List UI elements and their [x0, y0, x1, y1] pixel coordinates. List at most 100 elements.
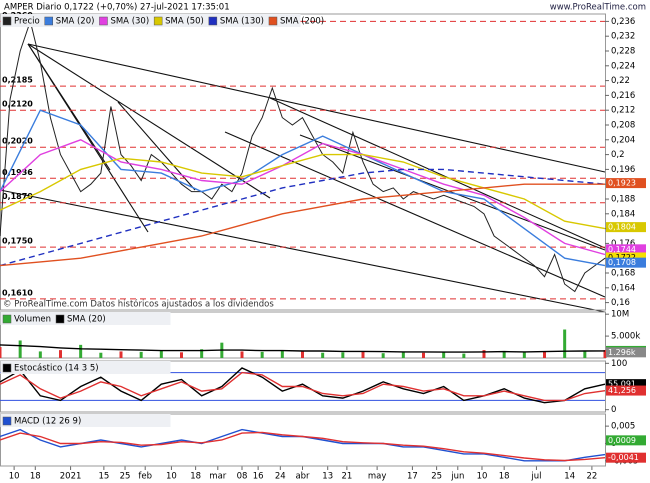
legend-bg: [0, 414, 171, 427]
value-badge-label: 41,256: [608, 386, 636, 395]
legend-label: Precio: [14, 17, 40, 27]
y-tick-label: 0,168: [611, 269, 635, 279]
value-badge-label: 1.296k: [608, 348, 636, 357]
x-tick-label: feb: [138, 472, 152, 482]
y-tick-label: 0,216: [611, 91, 635, 101]
x-tick-label: 17: [407, 472, 418, 482]
value-badge: [606, 257, 646, 268]
x-tick-label: jun: [450, 472, 464, 482]
volume-bar: [603, 350, 607, 358]
level-label: 0,2020: [2, 137, 33, 146]
trendlines: [0, 43, 606, 313]
panel-frame: [0, 360, 606, 413]
volume-bar: [361, 351, 365, 358]
series-line: [0, 168, 606, 267]
legend-swatch: [2, 314, 12, 324]
header-title: AMPER Diario 0,1722 (+0,70%) 27-jul-2021…: [4, 3, 230, 13]
legend-label: SMA (30): [110, 17, 149, 27]
volume-bar: [462, 353, 466, 358]
volume-bar: [240, 351, 244, 358]
legend-swatch: [99, 16, 108, 26]
volume-bar: [180, 352, 183, 358]
series-line: [0, 109, 606, 267]
value-badge-label: -0,0041: [608, 453, 639, 462]
volume-bar: [543, 351, 546, 358]
x-tick-label: 21: [341, 472, 352, 482]
legend-label: SMA (50): [165, 17, 204, 27]
volume-bar: [522, 351, 526, 358]
series-line: [0, 139, 606, 256]
x-tick-label: 15: [98, 472, 109, 482]
volume-bar: [321, 352, 325, 358]
volume-bar: [200, 349, 204, 358]
legend-swatch: [55, 314, 65, 324]
x-tick-label: 10: [9, 472, 20, 482]
x-tick-label: 10: [477, 472, 488, 482]
legend-bg: [0, 312, 171, 325]
series-line: [0, 367, 606, 404]
x-tick-label: 18: [30, 472, 41, 482]
x-tick-label: 13: [322, 472, 333, 482]
value-badge: [606, 435, 646, 446]
volume-bar: [502, 350, 506, 358]
volume-bar: [280, 350, 284, 358]
y-tick-label: 0,212: [611, 106, 635, 116]
volume-bar: [18, 340, 22, 358]
legend-label: SMA (20): [67, 315, 106, 325]
series-line: [0, 153, 606, 230]
volume-bar: [381, 353, 385, 358]
value-badge-label: 0,1744: [608, 245, 636, 254]
x-tick-label: 25: [431, 472, 442, 482]
x-tick-label: 22: [586, 472, 597, 482]
series-line: [0, 19, 606, 293]
legend-swatch: [2, 16, 12, 26]
y-tick-label: 0: [611, 405, 616, 415]
volume-bar: [79, 344, 83, 358]
legend-label: Volumen: [14, 315, 51, 325]
y-tick-label: 0,232: [611, 32, 635, 42]
legend-swatch: [2, 363, 12, 373]
y-tick-label: 0,22: [611, 76, 630, 86]
legend-label: SMA (20): [56, 17, 95, 27]
y-tick-label: 0,196: [611, 165, 635, 175]
value-badge-label: 0,1923: [608, 179, 636, 188]
value-badge-label: 0,0009: [608, 436, 636, 445]
level-label: 0,1870: [2, 192, 33, 201]
volume-bar: [563, 329, 567, 358]
y-tick-label: 0,2: [611, 150, 625, 160]
volume-bar: [99, 352, 103, 358]
volume-bar: [442, 351, 446, 358]
value-badge: [606, 252, 646, 263]
value-badge-label: 0,1804: [608, 223, 636, 232]
legend-label: SMA (130): [220, 17, 264, 27]
volume-bar: [583, 350, 587, 358]
value-badge-label: 55,091: [608, 380, 636, 389]
y-tick-label: 5.000k: [611, 332, 640, 342]
value-badge: [606, 178, 646, 189]
legend-swatch: [268, 16, 278, 26]
x-tick-label: 08: [237, 472, 248, 482]
value-badge-label: 0,1722: [608, 253, 636, 262]
volume-bar: [0, 347, 2, 358]
volume-bar: [159, 350, 163, 358]
value-badge: [606, 379, 646, 390]
level-label: 0,2120: [2, 100, 33, 109]
value-badge-label: 0,1708: [608, 258, 636, 267]
volume-bar: [341, 352, 345, 358]
header-site: www.ProRealTime.com: [550, 3, 646, 13]
legend-swatch: [2, 416, 12, 426]
y-tick-label: 0,005: [611, 422, 635, 432]
series-line: [0, 431, 606, 462]
y-tick-label: 0,224: [611, 61, 635, 71]
x-tick-label: 14: [564, 472, 575, 482]
volume-bar: [482, 350, 486, 358]
volume-bar: [119, 351, 123, 358]
volume-bar: [401, 352, 405, 358]
x-tick-label: 25: [120, 472, 131, 482]
y-tick-label: 0,236: [611, 17, 635, 27]
x-tick-label: jul: [530, 472, 541, 482]
legend-bg: [0, 14, 301, 27]
volume-bar: [260, 351, 264, 358]
level-label: 0,1936: [2, 168, 33, 177]
volume-bar: [59, 350, 62, 358]
